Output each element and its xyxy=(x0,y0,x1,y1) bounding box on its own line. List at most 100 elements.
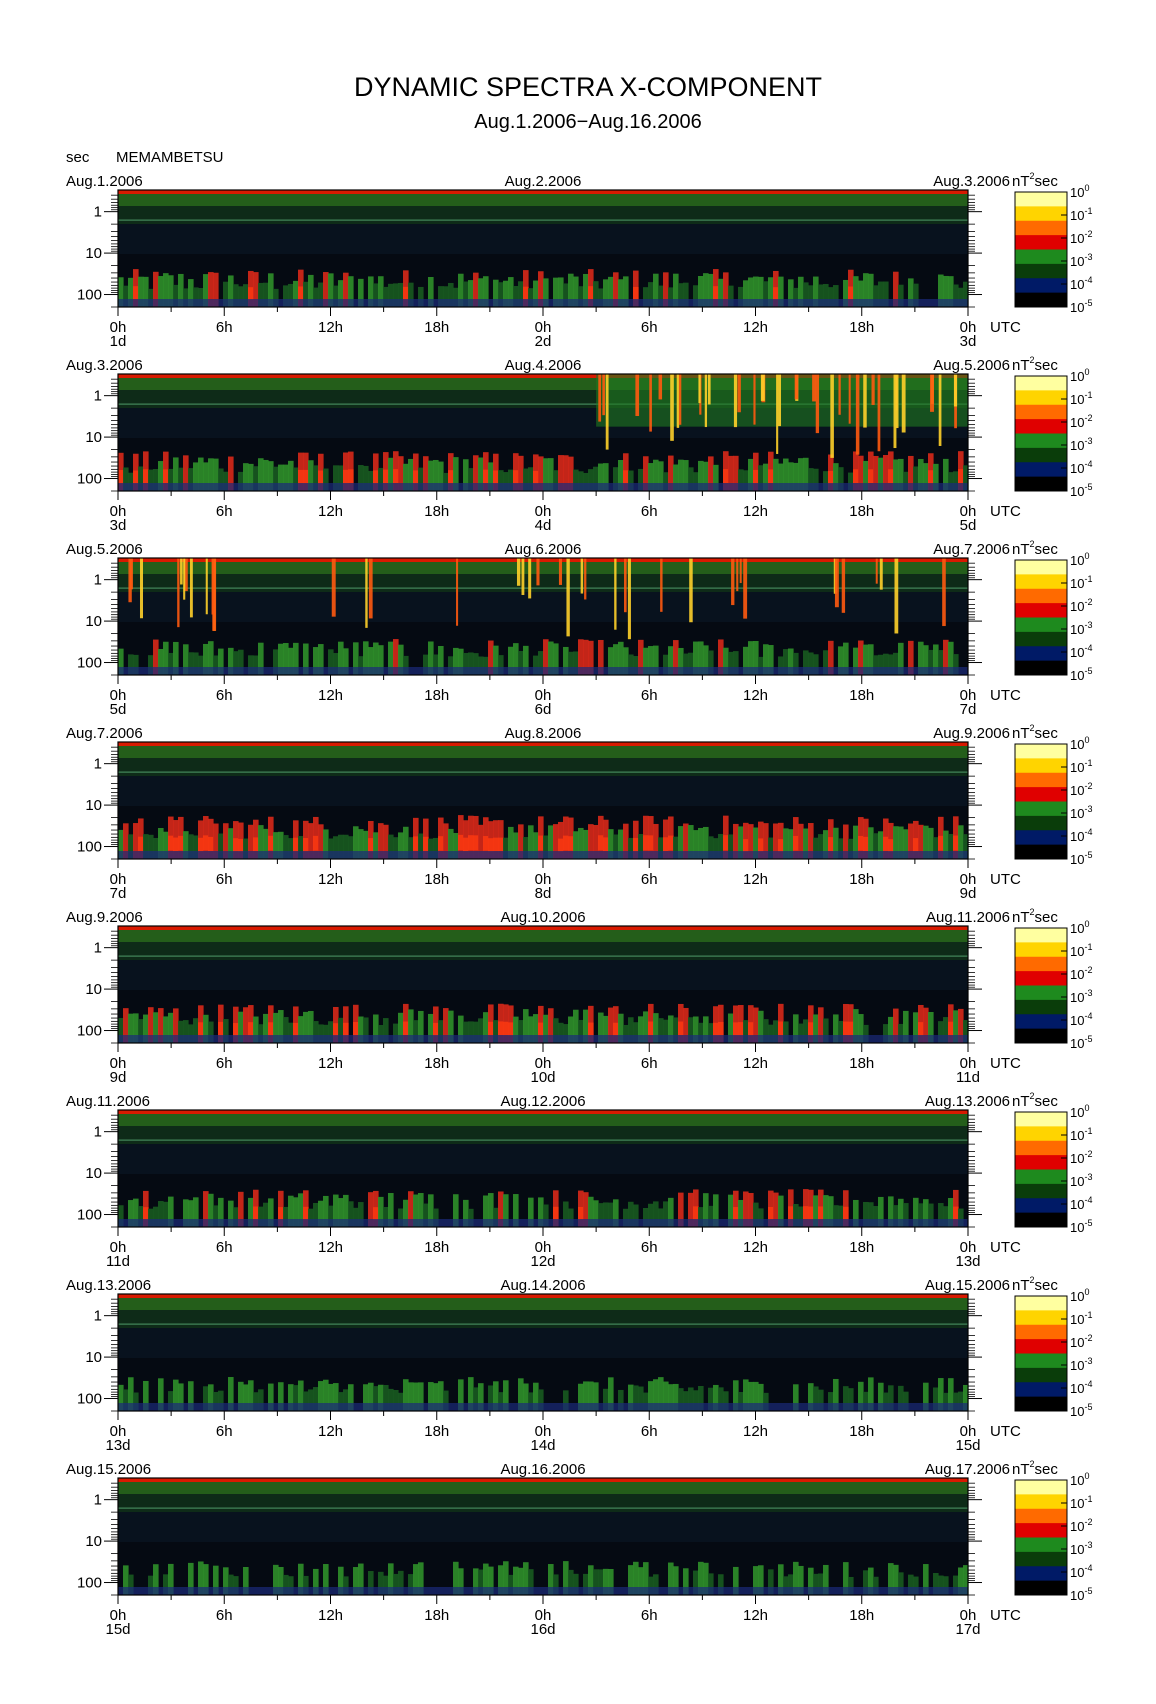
x-tick-label: 18h xyxy=(849,503,874,520)
pulsation-spike xyxy=(879,558,883,590)
activity-column xyxy=(148,1208,154,1227)
activity-column xyxy=(123,285,129,307)
activity-column xyxy=(813,837,819,859)
activity-column xyxy=(898,1572,904,1595)
short-period-band-green xyxy=(118,1114,968,1126)
activity-column xyxy=(788,1574,794,1595)
activity-column xyxy=(608,1202,614,1227)
activity-column xyxy=(418,1010,424,1043)
activity-hotspot xyxy=(203,835,209,851)
activity-column xyxy=(728,1194,734,1227)
activity-column xyxy=(788,279,794,307)
activity-column xyxy=(323,829,329,859)
activity-column xyxy=(193,835,199,859)
activity-column xyxy=(748,458,754,491)
activity-column xyxy=(118,277,124,307)
activity-hotspot xyxy=(743,839,749,852)
colorbar-tick-label: 10-2 xyxy=(1070,965,1092,982)
activity-hotspot xyxy=(423,836,429,851)
activity-hotspot xyxy=(538,835,544,851)
activity-column xyxy=(583,639,589,675)
panel-mid-date: Aug.12.2006 xyxy=(500,1093,585,1110)
x-tick-label: 6h xyxy=(216,319,233,336)
activity-column xyxy=(563,646,569,675)
activity-column xyxy=(208,458,214,491)
activity-column xyxy=(413,1564,419,1595)
activity-column xyxy=(768,645,774,675)
pulsation-spike xyxy=(830,374,834,458)
activity-column xyxy=(698,460,704,491)
activity-column xyxy=(338,465,344,491)
activity-column xyxy=(943,1576,949,1595)
colorbar-band xyxy=(1015,447,1067,463)
y-tick-label: 10 xyxy=(85,1165,102,1182)
activity-column xyxy=(338,1198,344,1227)
activity-column xyxy=(643,1392,649,1411)
activity-column xyxy=(123,467,129,491)
activity-column xyxy=(213,272,219,307)
activity-column xyxy=(668,287,674,307)
colorbar-band xyxy=(1015,1537,1067,1553)
activity-column xyxy=(658,461,664,491)
activity-column xyxy=(173,284,179,307)
activity-column xyxy=(468,280,474,307)
activity-column xyxy=(163,831,169,859)
activity-column xyxy=(798,823,804,859)
colorbar-tick-label: 10-5 xyxy=(1070,1402,1092,1419)
pulsation-spike xyxy=(901,374,906,433)
colorbar-band xyxy=(1015,1028,1067,1044)
activity-column xyxy=(678,1192,684,1227)
activity-column xyxy=(638,1016,644,1043)
activity-column xyxy=(883,281,889,307)
pulsation-spike xyxy=(598,374,602,422)
y-tick-label: 100 xyxy=(77,839,102,856)
activity-column xyxy=(923,1382,929,1411)
short-period-band-red xyxy=(118,190,968,194)
activity-column xyxy=(503,837,509,859)
activity-column xyxy=(583,1009,589,1043)
activity-column xyxy=(863,1201,869,1227)
y-tick-label: 1 xyxy=(94,388,102,405)
activity-column xyxy=(758,656,764,675)
activity-column xyxy=(668,1562,674,1595)
activity-column xyxy=(663,654,669,675)
activity-column xyxy=(268,273,274,307)
activity-column xyxy=(328,1383,334,1411)
activity-column xyxy=(893,459,899,491)
activity-column xyxy=(518,281,524,307)
activity-column xyxy=(523,837,529,859)
activity-column xyxy=(608,1007,614,1043)
activity-column xyxy=(698,641,704,675)
activity-column xyxy=(393,283,399,307)
activity-column xyxy=(173,1379,179,1411)
mid-period-band xyxy=(118,1512,968,1542)
activity-column xyxy=(348,836,354,859)
activity-column xyxy=(873,655,879,675)
activity-column xyxy=(598,639,604,675)
activity-hotspot xyxy=(483,469,489,484)
colorbar-tick-label: 10-4 xyxy=(1070,1195,1092,1212)
day-label-start: 15d xyxy=(105,1621,130,1638)
activity-column xyxy=(953,1010,959,1043)
pulsation-spike xyxy=(521,558,525,595)
activity-column xyxy=(408,1191,414,1227)
activity-column xyxy=(718,639,724,675)
activity-column xyxy=(388,641,394,675)
activity-column xyxy=(713,1194,719,1227)
activity-column xyxy=(753,1202,759,1227)
activity-column xyxy=(918,824,924,859)
activity-column xyxy=(243,838,249,859)
y-tick-label: 10 xyxy=(85,1349,102,1366)
activity-column xyxy=(368,470,374,491)
activity-column xyxy=(663,1381,669,1411)
colorbar-tick-label: 10-3 xyxy=(1070,1540,1092,1557)
activity-column xyxy=(288,1576,294,1595)
x-unit-label: UTC xyxy=(990,687,1021,704)
activity-column xyxy=(248,463,254,491)
pulsation-spike xyxy=(938,374,942,446)
activity-column xyxy=(498,282,504,307)
mid-period-band xyxy=(118,1328,968,1358)
day-label-mid: 4d xyxy=(535,517,552,534)
